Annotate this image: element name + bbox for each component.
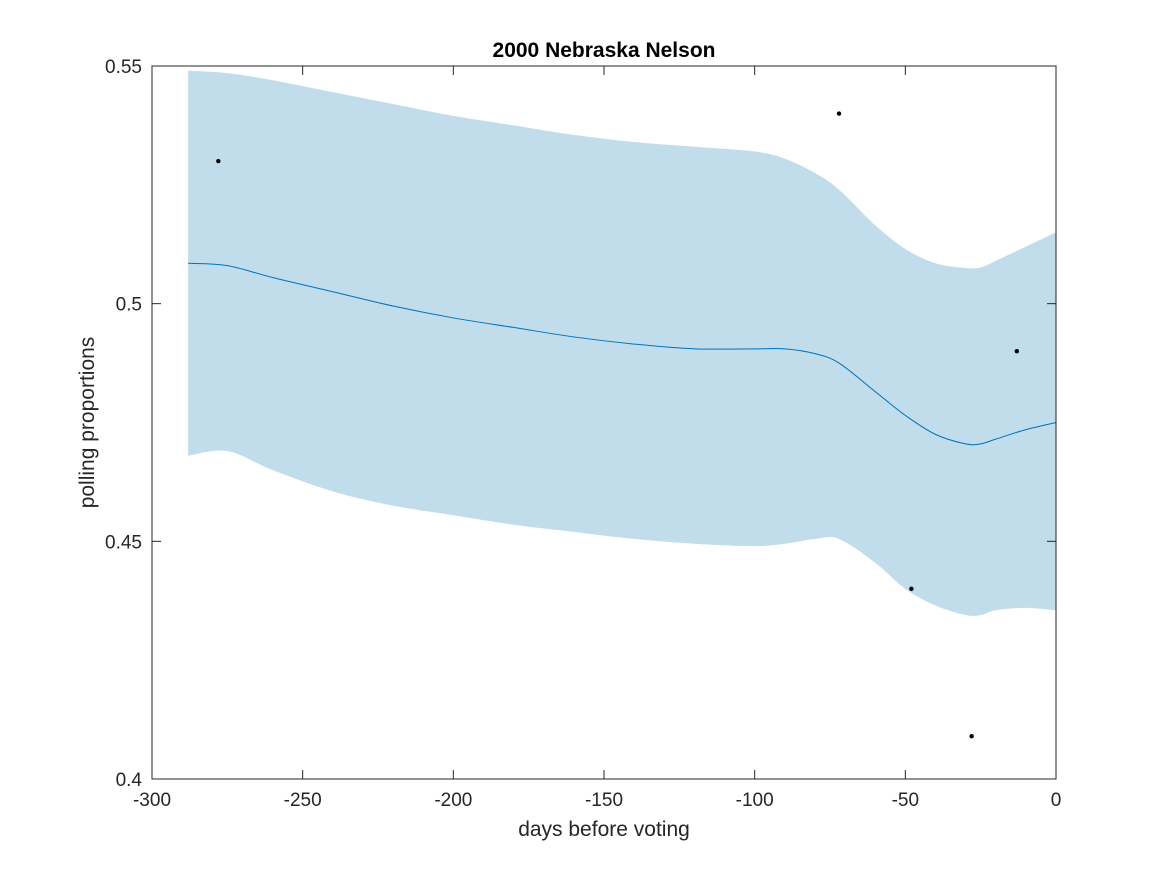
poll-point <box>836 111 842 116</box>
y-tick-label: 0.5 <box>116 295 142 316</box>
y-axis-label: polling proportions <box>76 337 99 509</box>
y-tick-label: 0.45 <box>105 532 142 553</box>
x-axis: -300 -250 -200 -150 -100 -50 0 <box>133 66 1061 811</box>
poll-point <box>909 586 914 592</box>
y-tick-label: 0.55 <box>105 57 142 78</box>
y-axis: 0.4 0.45 0.5 0.55 <box>105 57 1056 791</box>
chart-title: 2000 Nebraska Nelson <box>493 39 716 62</box>
x-axis-label: days before voting <box>518 818 690 841</box>
y-tick-label: 0.4 <box>116 770 143 791</box>
x-tick-label: -100 <box>736 790 774 811</box>
poll-point <box>1014 349 1020 354</box>
poll-point <box>969 734 974 739</box>
x-tick-label: -200 <box>434 790 472 811</box>
x-tick-label: -150 <box>585 790 623 811</box>
x-tick-label: -250 <box>284 790 322 811</box>
plot-area <box>188 70 1057 739</box>
x-tick-label: 0 <box>1051 790 1062 811</box>
poll-point <box>216 158 221 164</box>
trend-line <box>188 262 1057 446</box>
x-tick-label: -300 <box>133 790 171 811</box>
x-tick-label: -50 <box>892 790 919 811</box>
